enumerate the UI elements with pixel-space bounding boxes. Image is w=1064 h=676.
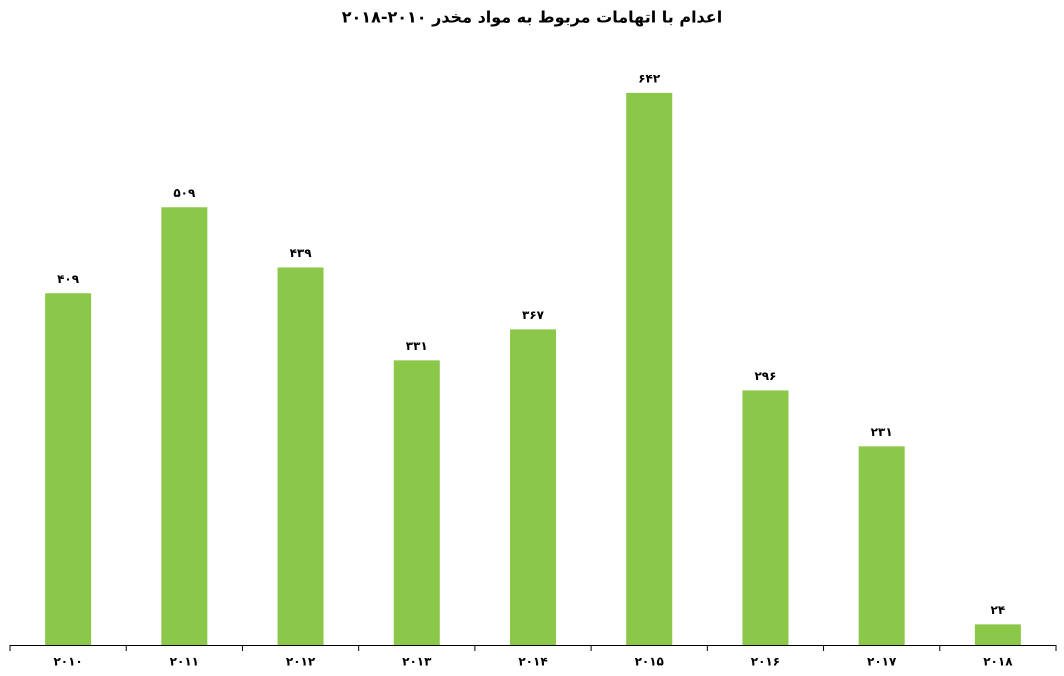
x-tick-label: ۲۰۱۸	[983, 655, 1013, 669]
x-tick-label: ۲۰۱۷	[867, 655, 897, 669]
data-label: ۳۳۱	[406, 339, 428, 353]
bar	[510, 329, 556, 645]
x-tick-label: ۲۰۱۵	[635, 655, 664, 669]
bar	[393, 360, 440, 645]
data-label: ۲۹۶	[754, 369, 776, 383]
bar	[277, 267, 324, 645]
x-tick-label: ۲۰۱۶	[751, 655, 780, 669]
data-label: ۵۰۹	[173, 186, 196, 200]
bar	[161, 207, 208, 645]
x-tick-label: ۲۰۱۲	[286, 655, 316, 669]
data-label: ۴۰۹	[57, 272, 80, 286]
data-label: ۲۴	[991, 603, 1006, 617]
x-tick-label: ۲۰۱۱	[170, 655, 199, 669]
data-label: ۴۳۹	[290, 246, 313, 260]
bar	[858, 446, 905, 645]
data-label: ۳۶۷	[522, 308, 545, 322]
data-label: ۶۴۲	[638, 71, 661, 85]
bar	[626, 92, 673, 645]
bar	[45, 293, 92, 645]
x-tick-label: ۲۰۱۰	[53, 655, 82, 669]
x-tick-label: ۲۰۱۳	[402, 655, 432, 669]
data-label: ۲۳۱	[871, 425, 893, 439]
bar	[974, 624, 1021, 645]
chart-title: اعدام با اتهامات مربوط به مواد مخدر ۲۰۱۰…	[342, 8, 722, 27]
bar	[742, 390, 789, 645]
x-tick-label: ۲۰۱۴	[518, 655, 547, 669]
